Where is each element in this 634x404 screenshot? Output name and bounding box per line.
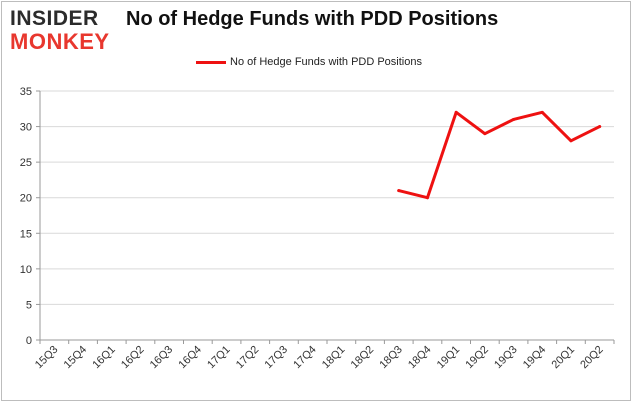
logo-line-insider: INSIDER bbox=[10, 7, 99, 30]
ytick-label-0: 0 bbox=[26, 335, 32, 347]
axes bbox=[36, 90, 615, 344]
ytick-label-25: 25 bbox=[20, 157, 32, 169]
chart-legend: No of Hedge Funds with PDD Positions bbox=[196, 54, 422, 70]
grid-lines bbox=[40, 90, 614, 341]
series-lines bbox=[397, 110, 602, 200]
xtick-label-17Q4: 17Q4 bbox=[291, 344, 319, 372]
legend-label: No of Hedge Funds with PDD Positions bbox=[230, 56, 422, 68]
ytick-label-10: 10 bbox=[20, 264, 32, 276]
chart-title: No of Hedge Funds with PDD Positions bbox=[126, 8, 499, 30]
xtick-label-17Q1: 17Q1 bbox=[205, 344, 233, 372]
xtick-label-18Q2: 18Q2 bbox=[349, 344, 377, 372]
data-point-18Q3 bbox=[397, 189, 401, 193]
xtick-label-15Q3: 15Q3 bbox=[33, 344, 61, 372]
xtick-label-17Q3: 17Q3 bbox=[263, 344, 291, 372]
xtick-label-19Q2: 19Q2 bbox=[463, 344, 491, 372]
data-point-20Q1 bbox=[569, 139, 573, 143]
x-tick-labels: 15Q3 15Q4 16Q1 16Q2 16Q3 16Q4 17Q1 17Q2 17Q3 17Q4… bbox=[33, 344, 606, 372]
ytick-label-30: 30 bbox=[20, 122, 32, 134]
logo-line-monkey: MONKEY bbox=[10, 29, 110, 54]
xtick-label-20Q2: 20Q2 bbox=[578, 344, 606, 372]
ytick-label-15: 15 bbox=[20, 228, 32, 240]
data-point-18Q4 bbox=[425, 196, 429, 200]
data-point-19Q2 bbox=[483, 132, 487, 136]
xtick-label-18Q4: 18Q4 bbox=[406, 344, 434, 372]
xtick-label-19Q4: 19Q4 bbox=[521, 344, 549, 372]
legend-swatch bbox=[196, 60, 226, 64]
xtick-label-16Q1: 16Q1 bbox=[90, 344, 118, 372]
xtick-label-18Q1: 18Q1 bbox=[320, 344, 348, 372]
insider-monkey-logo: INSIDER MONKEY bbox=[10, 7, 110, 54]
data-point-19Q3 bbox=[512, 117, 516, 121]
y-tick-labels: 0 5 10 15 20 25 30 35 bbox=[20, 86, 32, 347]
xtick-label-16Q2: 16Q2 bbox=[119, 344, 147, 372]
ytick-label-20: 20 bbox=[20, 193, 32, 205]
xtick-label-20Q1: 20Q1 bbox=[550, 344, 578, 372]
ytick-label-35: 35 bbox=[20, 86, 32, 98]
xtick-label-19Q3: 19Q3 bbox=[492, 344, 520, 372]
xtick-label-16Q3: 16Q3 bbox=[148, 344, 176, 372]
xtick-label-15Q4: 15Q4 bbox=[62, 344, 90, 372]
data-point-19Q4 bbox=[540, 110, 544, 114]
data-point-19Q1 bbox=[454, 110, 458, 114]
ytick-label-5: 5 bbox=[26, 299, 32, 311]
xtick-label-19Q1: 19Q1 bbox=[435, 344, 463, 372]
xtick-label-16Q4: 16Q4 bbox=[176, 344, 204, 372]
xtick-label-17Q2: 17Q2 bbox=[234, 344, 262, 372]
series-line-0 bbox=[397, 110, 602, 200]
data-point-20Q2 bbox=[598, 125, 602, 129]
xtick-label-18Q3: 18Q3 bbox=[377, 344, 405, 372]
